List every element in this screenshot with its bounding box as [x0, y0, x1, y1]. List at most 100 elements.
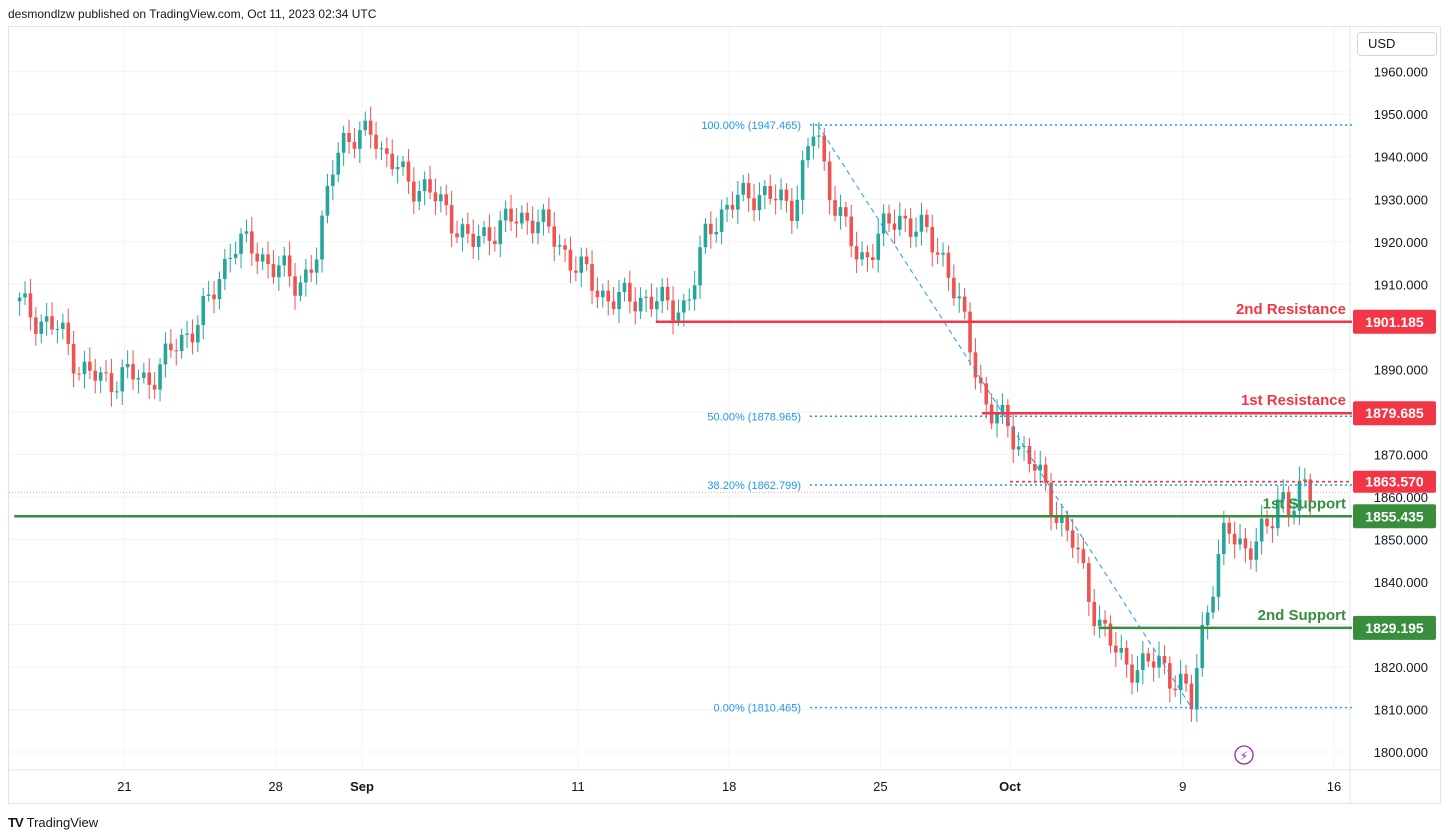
candle-body — [466, 224, 470, 234]
candle-body — [719, 209, 724, 232]
candle-body — [17, 297, 22, 302]
fib-level-label: 38.20% (1862.799) — [707, 480, 801, 492]
currency-selector[interactable]: USD — [1357, 32, 1437, 56]
candle-body — [71, 343, 76, 374]
candle-body — [676, 312, 681, 321]
candle-body — [547, 209, 551, 227]
level-name-label: 2nd Resistance — [1236, 301, 1346, 318]
candle-body — [493, 240, 497, 245]
candle-body — [115, 391, 119, 393]
candle-body — [206, 294, 211, 296]
candle-body — [574, 270, 578, 273]
candle-body — [66, 322, 71, 344]
tradingview-footer[interactable]: TV TradingView — [8, 813, 98, 831]
candle-body — [23, 293, 27, 298]
level-name-label: 1st Resistance — [1241, 392, 1346, 409]
candle-body — [881, 213, 886, 234]
candle-body — [925, 214, 929, 227]
candle-body — [557, 245, 562, 247]
candle-body — [1006, 404, 1010, 427]
candle-body — [1308, 479, 1313, 502]
candle-body — [147, 372, 152, 385]
candle-body — [190, 333, 195, 343]
candle-body — [88, 361, 92, 371]
candle-body — [1184, 673, 1188, 684]
candle-body — [1141, 653, 1145, 671]
candle-body — [1195, 668, 1199, 710]
candle-body — [260, 254, 265, 262]
candle-body — [277, 265, 281, 278]
level-price-badge — [1353, 615, 1436, 640]
y-tick-label: 1940.000 — [1374, 150, 1428, 165]
candle-body — [1227, 522, 1232, 534]
candle-body — [61, 322, 65, 329]
candle-body — [1216, 553, 1221, 597]
candle-body — [1222, 522, 1226, 554]
candle-body — [779, 189, 783, 201]
candle-body — [163, 343, 168, 365]
candle-body — [266, 254, 270, 265]
candle-body — [919, 214, 924, 232]
candle-body — [255, 253, 260, 262]
candle-body — [903, 215, 908, 219]
candle-body — [757, 195, 762, 211]
candle-body — [244, 231, 249, 234]
brand-label: TradingView — [26, 814, 99, 830]
candle-body — [638, 297, 643, 312]
candle-body — [849, 216, 854, 247]
candle-body — [827, 161, 832, 201]
candle-body — [487, 227, 492, 241]
candle-body — [304, 269, 308, 283]
candle-body — [1092, 601, 1097, 627]
chart-frame[interactable] — [8, 26, 1441, 804]
candle-body — [617, 292, 621, 310]
candle-body — [1200, 625, 1205, 669]
candle-body — [368, 120, 373, 135]
candle-body — [665, 286, 670, 301]
candle-body — [817, 135, 821, 137]
candle-body — [752, 198, 756, 211]
candle-body — [633, 301, 638, 312]
x-tick-label: 16 — [1327, 779, 1341, 794]
candle-body — [212, 294, 216, 300]
candle-body — [682, 300, 686, 313]
candle-body — [1011, 426, 1016, 450]
candle-body — [968, 311, 972, 353]
candle-body — [1114, 645, 1118, 653]
candle-body — [1151, 661, 1156, 668]
candle-body — [406, 161, 411, 182]
candle-body — [822, 135, 827, 162]
level-price-badge — [1353, 401, 1436, 426]
candle-body — [509, 208, 513, 222]
candle-body — [865, 252, 870, 258]
y-tick-label: 1950.000 — [1374, 107, 1428, 122]
level-name-label: 2nd Support — [1258, 607, 1346, 624]
x-tick-label: 25 — [873, 779, 887, 794]
candle-body — [320, 215, 324, 260]
candle-body — [1060, 516, 1064, 523]
candle-body — [1097, 619, 1102, 627]
last-price-badge-label: 1863.570 — [1365, 474, 1424, 490]
candle-body — [622, 282, 627, 293]
candle-body — [136, 377, 141, 380]
candle-body — [1297, 481, 1302, 511]
level-price-label: 1855.435 — [1365, 508, 1424, 524]
candle-body — [77, 373, 81, 375]
candle-body — [233, 253, 238, 258]
candle-body — [530, 220, 535, 234]
candle-body — [962, 296, 967, 312]
y-tick-label: 1960.000 — [1374, 65, 1428, 80]
candle-body — [1189, 683, 1194, 710]
candle-body — [946, 252, 951, 278]
y-tick-label: 1800.000 — [1374, 745, 1428, 760]
candle-body — [239, 233, 243, 254]
publisher-header: desmondlzw published on TradingView.com,… — [8, 7, 377, 21]
candle-body — [1173, 688, 1178, 691]
candle-body — [120, 367, 125, 392]
candle-body — [1162, 656, 1167, 664]
candle-body — [422, 179, 427, 191]
candle-body — [584, 256, 589, 265]
y-tick-label: 1820.000 — [1374, 660, 1428, 675]
candle-body — [93, 370, 98, 381]
